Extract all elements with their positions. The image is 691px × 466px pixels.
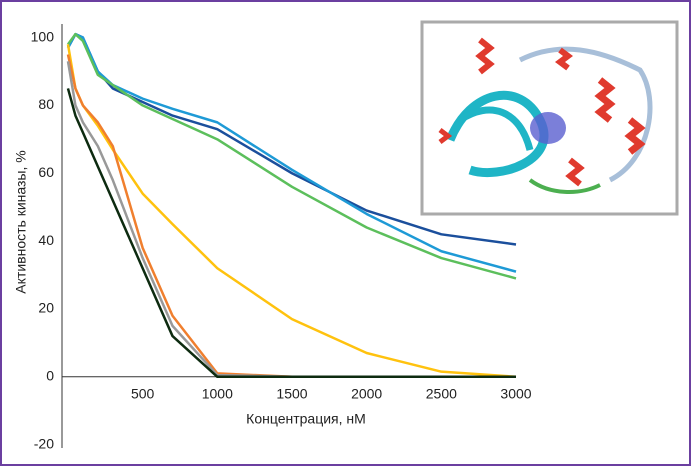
y-tick-label: 60 (38, 164, 54, 180)
y-tick-label: 40 (38, 232, 54, 248)
x-tick-label: 500 (131, 385, 155, 401)
y-tick-label: 100 (31, 28, 55, 44)
x-tick-label: 1500 (276, 385, 307, 401)
series-line (66, 32, 517, 280)
x-tick-label: 2500 (426, 385, 457, 401)
x-tick-label: 2000 (351, 385, 382, 401)
y-tick-label: -20 (34, 435, 54, 451)
y-tick-label: 80 (38, 96, 54, 112)
y-tick-label: 0 (46, 367, 54, 383)
x-tick-label: 1000 (202, 385, 233, 401)
series-line (66, 88, 516, 379)
y-axis-label: Активность киназы, % (13, 150, 29, 293)
x-tick-label: 3000 (500, 385, 531, 401)
series-line (66, 32, 517, 273)
protein-image (420, 20, 679, 216)
x-axis-label: Концентрация, нМ (246, 411, 366, 427)
y-tick-label: 20 (38, 300, 54, 316)
